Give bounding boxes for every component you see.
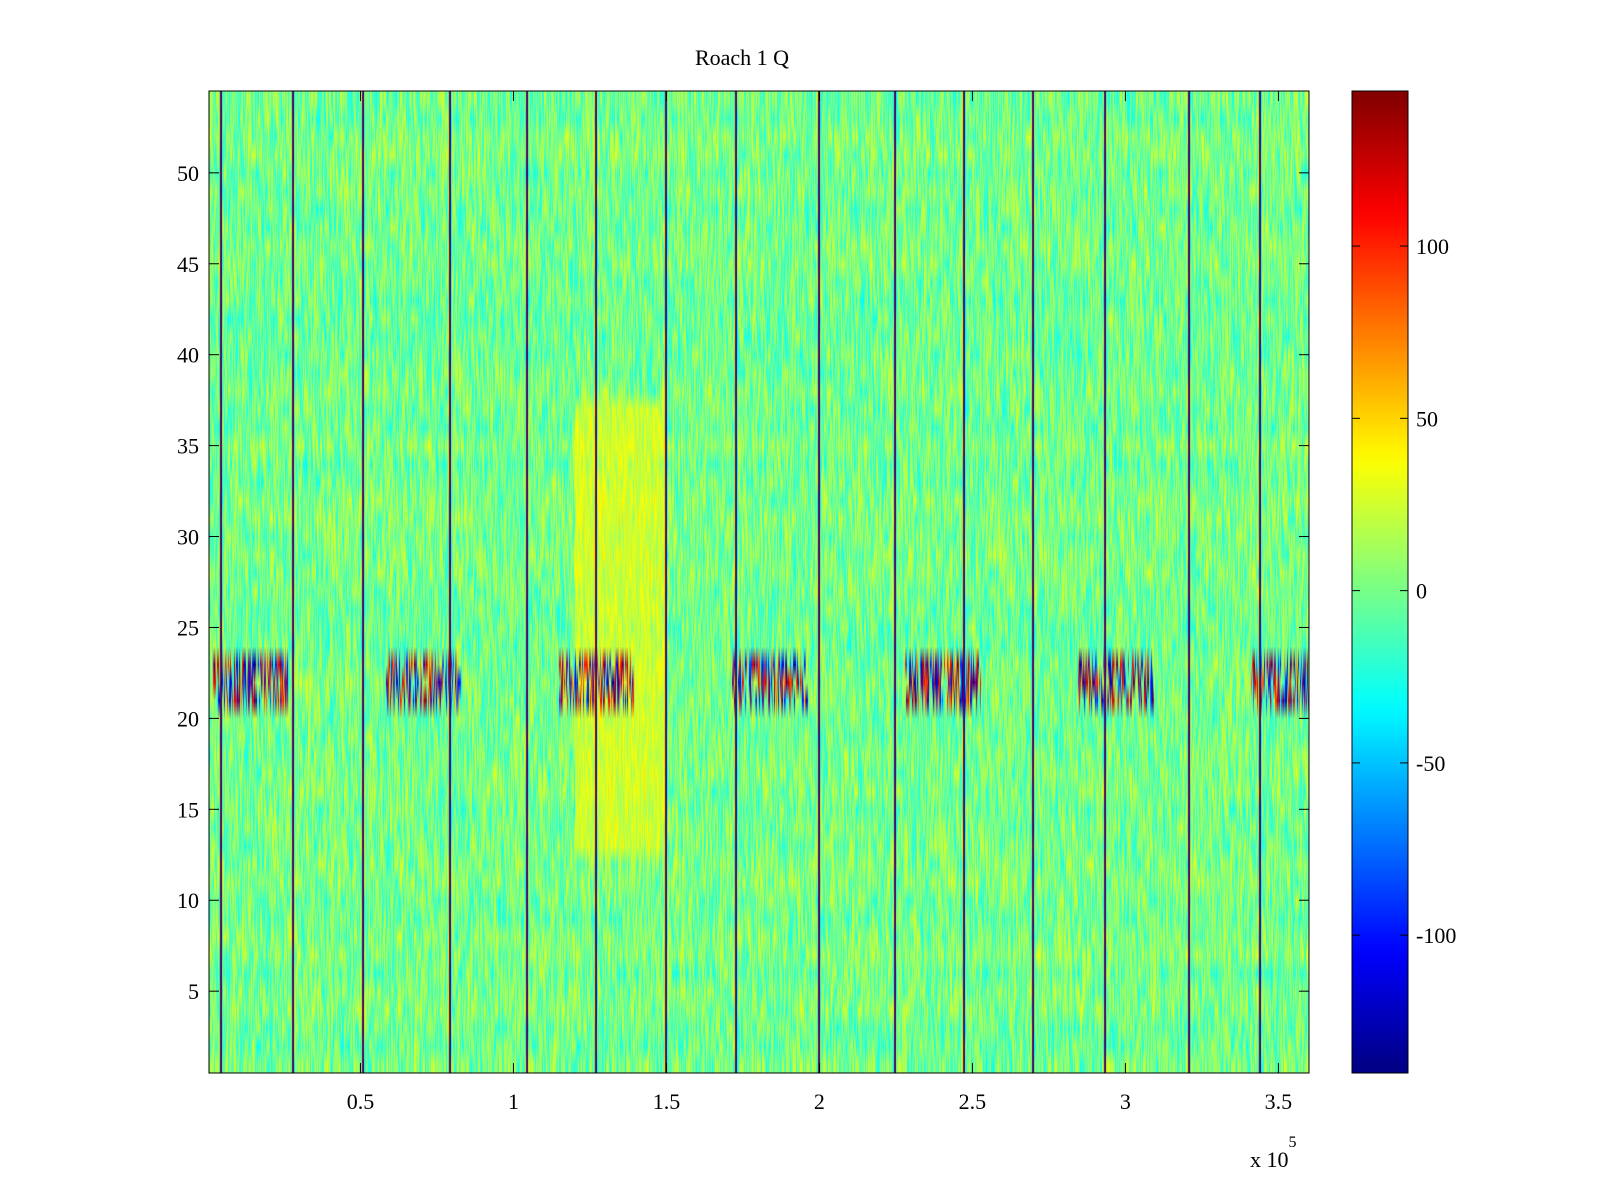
y-tick-label: 45 (177, 252, 199, 277)
x-tick-label: 3 (1120, 1089, 1131, 1114)
colorbar-tick-label: 0 (1416, 579, 1427, 604)
y-tick-label: 10 (177, 888, 199, 913)
y-axis: 5 10 15 20 25 30 35 40 45 50 (177, 161, 1309, 1004)
x-tick-label: 3.5 (1265, 1089, 1293, 1114)
colorbar-image (1352, 91, 1408, 1073)
y-tick-label: 35 (177, 434, 199, 459)
y-tick-label: 25 (177, 615, 199, 640)
x-tick-label: 1 (508, 1089, 519, 1114)
x-axis: 0.5 1 1.5 2 2.5 3 3.5 (347, 91, 1292, 1114)
chart-title: Roach 1 Q (695, 45, 789, 70)
colorbar: -100 -50 0 50 100 (1351, 90, 1456, 1074)
y-tick-label: 50 (177, 161, 199, 186)
heatmap (209, 91, 1309, 1073)
colorbar-tick-label: 50 (1416, 406, 1438, 431)
colorbar-tick-label: -50 (1416, 751, 1445, 776)
y-tick-label: 20 (177, 706, 199, 731)
x-exponent-label: x 105 (1250, 1134, 1297, 1172)
heatmap-image (209, 91, 1309, 1073)
colorbar-frame (1351, 90, 1409, 1074)
colorbar-tick-label: -100 (1416, 923, 1456, 948)
x-tick-label: 1.5 (653, 1089, 681, 1114)
x-tick-label: 0.5 (347, 1089, 375, 1114)
x-exponent-power: 5 (1289, 1134, 1297, 1151)
y-tick-label: 5 (188, 979, 199, 1004)
y-tick-label: 15 (177, 797, 199, 822)
colorbar-tick-label: 100 (1416, 234, 1449, 259)
colorbar-ticks: -100 -50 0 50 100 (1352, 234, 1456, 948)
y-tick-label: 30 (177, 525, 199, 550)
y-tick-label: 40 (177, 343, 199, 368)
x-tick-label: 2.5 (959, 1089, 987, 1114)
plot-frame (208, 90, 1310, 1074)
x-exponent-base: x 10 (1250, 1147, 1289, 1172)
x-tick-label: 2 (814, 1089, 825, 1114)
